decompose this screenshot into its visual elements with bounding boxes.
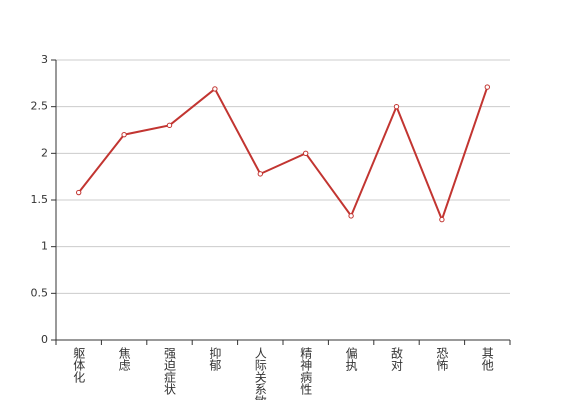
point (393, 103, 400, 110)
point (303, 150, 309, 157)
y-tick-label: 0.5 (31, 286, 49, 299)
x-tick-label: 敌对 (390, 346, 404, 371)
point (484, 84, 490, 90)
x-tick-label: 躯体化 (72, 346, 86, 384)
y-tick-label: 2 (41, 146, 48, 159)
x-tick-label: 人际关系敏感 (253, 347, 267, 400)
point (166, 122, 173, 129)
point (76, 189, 82, 196)
point (439, 216, 445, 223)
point (121, 131, 127, 138)
x-tick-label: 恐怖 (435, 347, 449, 371)
point (348, 213, 354, 219)
x-tick-label: 偏执 (344, 346, 358, 372)
y-tick-label: 1 (41, 240, 48, 253)
y-tick-label: 3 (41, 53, 48, 66)
x-tick-label: 其他 (480, 347, 494, 371)
y-tick-label: 1.5 (31, 193, 49, 206)
y-tick-label: 2.5 (31, 100, 49, 113)
point (257, 171, 263, 177)
line (77, 86, 489, 223)
point (212, 86, 218, 92)
x-tick-label: 精神病性 (299, 347, 313, 396)
x-tick-label: 抑郁 (208, 346, 222, 372)
x-tick-label: 强迫症状 (163, 347, 177, 395)
y-tick-label: 0 (41, 333, 48, 346)
x-tick-label: 焦虑 (117, 347, 131, 371)
